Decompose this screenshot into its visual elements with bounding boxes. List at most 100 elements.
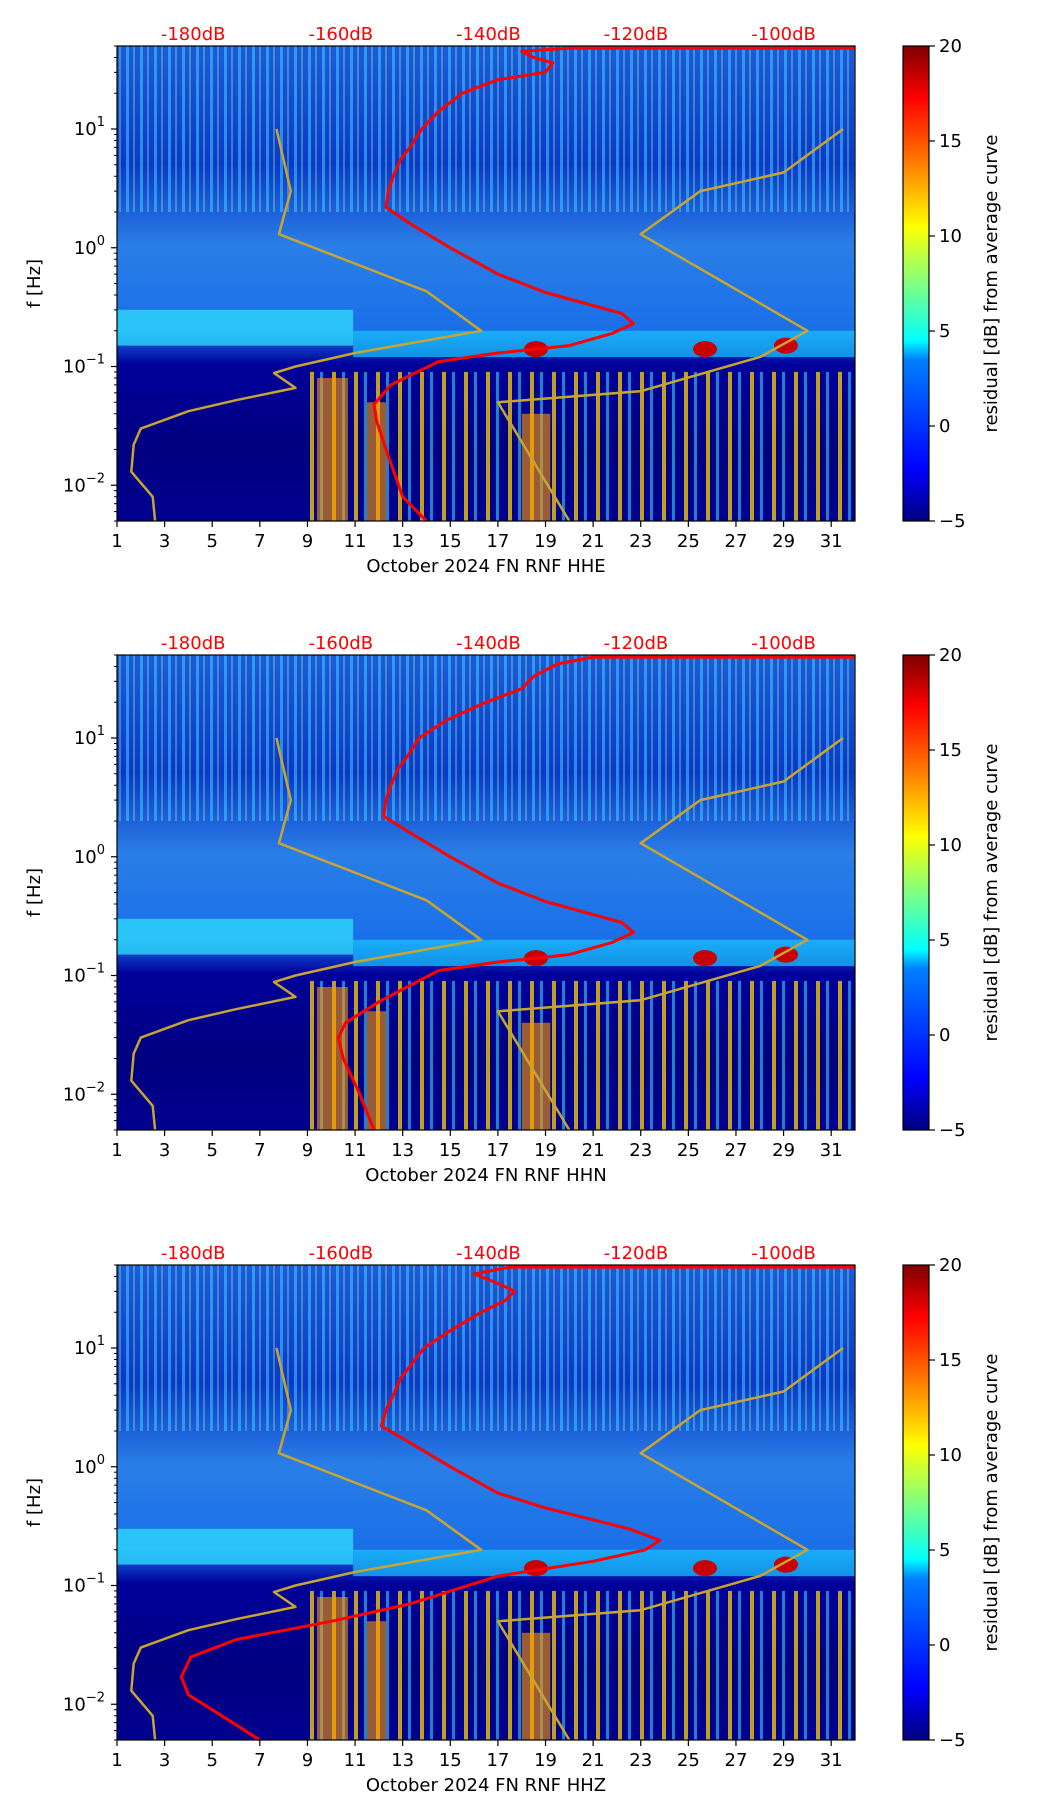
chart-0-ytick-label: 101 xyxy=(74,115,105,140)
chart-2-cbtick-label: 15 xyxy=(939,1350,962,1371)
chart-0-xtick-label: 29 xyxy=(772,531,795,552)
chart-2-cbtick-label: 0 xyxy=(939,1635,950,1656)
chart-0-xtick-label: 15 xyxy=(439,531,462,552)
chart-1-colorbar-label: residual [dB] from average curve xyxy=(981,743,1002,1041)
chart-0-db-label: -180dB xyxy=(161,24,226,45)
chart-1-model-high-curve xyxy=(496,736,844,1131)
chart-2-xtick-label: 17 xyxy=(486,1750,509,1771)
chart-1-burst-2 xyxy=(366,1011,387,1130)
chart-2-xtick-label: 13 xyxy=(391,1750,414,1771)
chart-1-hotspot-0 xyxy=(693,950,718,967)
chart-1-xtick-label: 31 xyxy=(820,1140,843,1161)
chart-0-xtick-label: 17 xyxy=(486,531,509,552)
chart-1-cbtick-label: −5 xyxy=(939,1120,966,1141)
chart-0-hotspot-1 xyxy=(773,337,798,354)
chart-0-xtick-label: 5 xyxy=(206,531,217,552)
chart-2-xlabel: October 2024 FN RNF HHZ xyxy=(366,1775,606,1796)
chart-2-xtick-label: 1 xyxy=(111,1750,122,1771)
chart-1-xtick-label: 9 xyxy=(302,1140,313,1161)
chart-1-ytick-label: 101 xyxy=(74,724,105,749)
chart-1-cbtick-label: 20 xyxy=(939,645,962,666)
chart-0-db-label: -160dB xyxy=(308,24,373,45)
chart-1-ytick-label: 10−1 xyxy=(63,962,105,987)
chart-0-ylabel: f [Hz] xyxy=(24,259,45,308)
chart-2-ytick-label: 10−1 xyxy=(63,1572,105,1597)
chart-0-xtick-label: 27 xyxy=(725,531,748,552)
chart-1-xtick-label: 3 xyxy=(159,1140,170,1161)
chart-2-model-high-curve xyxy=(496,1346,844,1741)
chart-2-xtick-label: 29 xyxy=(772,1750,795,1771)
chart-2-burst-2 xyxy=(366,1621,387,1740)
chart-1-xtick-label: 7 xyxy=(254,1140,265,1161)
chart-2-xtick-label: 23 xyxy=(629,1750,652,1771)
chart-1-cbtick-label: 10 xyxy=(939,835,962,856)
chart-1-xtick-label: 5 xyxy=(206,1140,217,1161)
chart-1-db-label: -120dB xyxy=(604,633,669,654)
chart-1-hf-noise-band xyxy=(117,655,855,822)
chart-2-xtick-label: 21 xyxy=(582,1750,605,1771)
chart-0-model-low-curve xyxy=(130,128,483,522)
chart-2-colorbar: −5 0 5 10 15 20 residual [dB] from average cur… xyxy=(902,1255,1002,1751)
chart-2-cbtick-label: 20 xyxy=(939,1255,962,1276)
chart-2-cbtick-label: −5 xyxy=(939,1730,966,1751)
chart-0-hotspot-0 xyxy=(693,341,718,358)
chart-2-xtick-label: 15 xyxy=(439,1750,462,1771)
chart-2-colorbar-scale xyxy=(902,1264,930,1741)
chart-1-xtick-label: 17 xyxy=(486,1140,509,1161)
chart-0-cbtick-label: −5 xyxy=(939,511,966,532)
chart-1-xtick-label: 29 xyxy=(772,1140,795,1161)
chart-2-average-curve xyxy=(179,1265,855,1742)
chart-1-db-label: -100dB xyxy=(751,633,816,654)
chart-2-db-label: -140dB xyxy=(456,1243,521,1264)
chart-2-xtick-label: 3 xyxy=(159,1750,170,1771)
chart-1-cbtick-label: 0 xyxy=(939,1025,950,1046)
chart-0-hf-noise-band xyxy=(117,46,855,213)
chart-1-xtick-label: 25 xyxy=(677,1140,700,1161)
chart-0-xtick-label: 1 xyxy=(111,531,122,552)
chart-1-ytick-label: 100 xyxy=(74,843,105,868)
chart-2-ylabel: f [Hz] xyxy=(24,1478,45,1527)
chart-2-db-label: -120dB xyxy=(604,1243,669,1264)
chart-1-cbtick-label: 5 xyxy=(939,930,950,951)
chart-2-colorbar-label: residual [dB] from average curve xyxy=(981,1353,1002,1651)
chart-0-average-curve xyxy=(372,46,855,523)
chart-0-cbtick-label: 0 xyxy=(939,416,950,437)
chart-0-xtick-label: 19 xyxy=(534,531,557,552)
chart-2-ytick-label: 10−2 xyxy=(63,1690,105,1715)
chart-1-average-curve xyxy=(336,655,855,1131)
chart-2-ytick-label: 100 xyxy=(74,1453,105,1478)
chart-1-colorbar: −5 0 5 10 15 20 residual [dB] from average cur… xyxy=(902,645,1002,1141)
chart-1-db-label: -160dB xyxy=(308,633,373,654)
chart-1-ylabel: f [Hz] xyxy=(24,868,45,917)
chart-1-xlabel: October 2024 FN RNF HHN xyxy=(365,1165,606,1186)
chart-2-hf-noise-band xyxy=(117,1265,855,1432)
chart-1-xtick-label: 15 xyxy=(439,1140,462,1161)
chart-2-hotspot-0 xyxy=(693,1560,718,1577)
chart-1-ytick-label: 10−2 xyxy=(63,1080,105,1105)
chart-2-microseism-band-b xyxy=(353,1549,855,1577)
chart-0-cbtick-label: 5 xyxy=(939,321,950,342)
chart-1-xtick-label: 19 xyxy=(534,1140,557,1161)
chart-1-hotspot-1 xyxy=(773,946,798,963)
chart-1-cbtick-label: 15 xyxy=(939,740,962,761)
chart-0-xtick-label: 11 xyxy=(344,531,367,552)
chart-1-xtick-label: 27 xyxy=(725,1140,748,1161)
chart-2-microseism-band-a xyxy=(117,1528,354,1565)
chart-0-ytick-label: 10−2 xyxy=(63,471,105,496)
chart-2-xtick-label: 25 xyxy=(677,1750,700,1771)
chart-2-cbtick-label: 5 xyxy=(939,1540,950,1561)
chart-1-xtick-label: 11 xyxy=(344,1140,367,1161)
chart-0-xtick-label: 31 xyxy=(820,531,843,552)
chart-0-xtick-label: 21 xyxy=(582,531,605,552)
chart-1-xtick-label: 13 xyxy=(391,1140,414,1161)
chart-0-microseism-band-a xyxy=(117,309,354,346)
chart-0-xtick-label: 3 xyxy=(159,531,170,552)
chart-2-heatmap xyxy=(117,1265,855,1740)
chart-0-xlabel: October 2024 FN RNF HHE xyxy=(366,556,605,577)
chart-1-xtick-label: 21 xyxy=(582,1140,605,1161)
chart-2-db-label: -180dB xyxy=(161,1243,226,1264)
